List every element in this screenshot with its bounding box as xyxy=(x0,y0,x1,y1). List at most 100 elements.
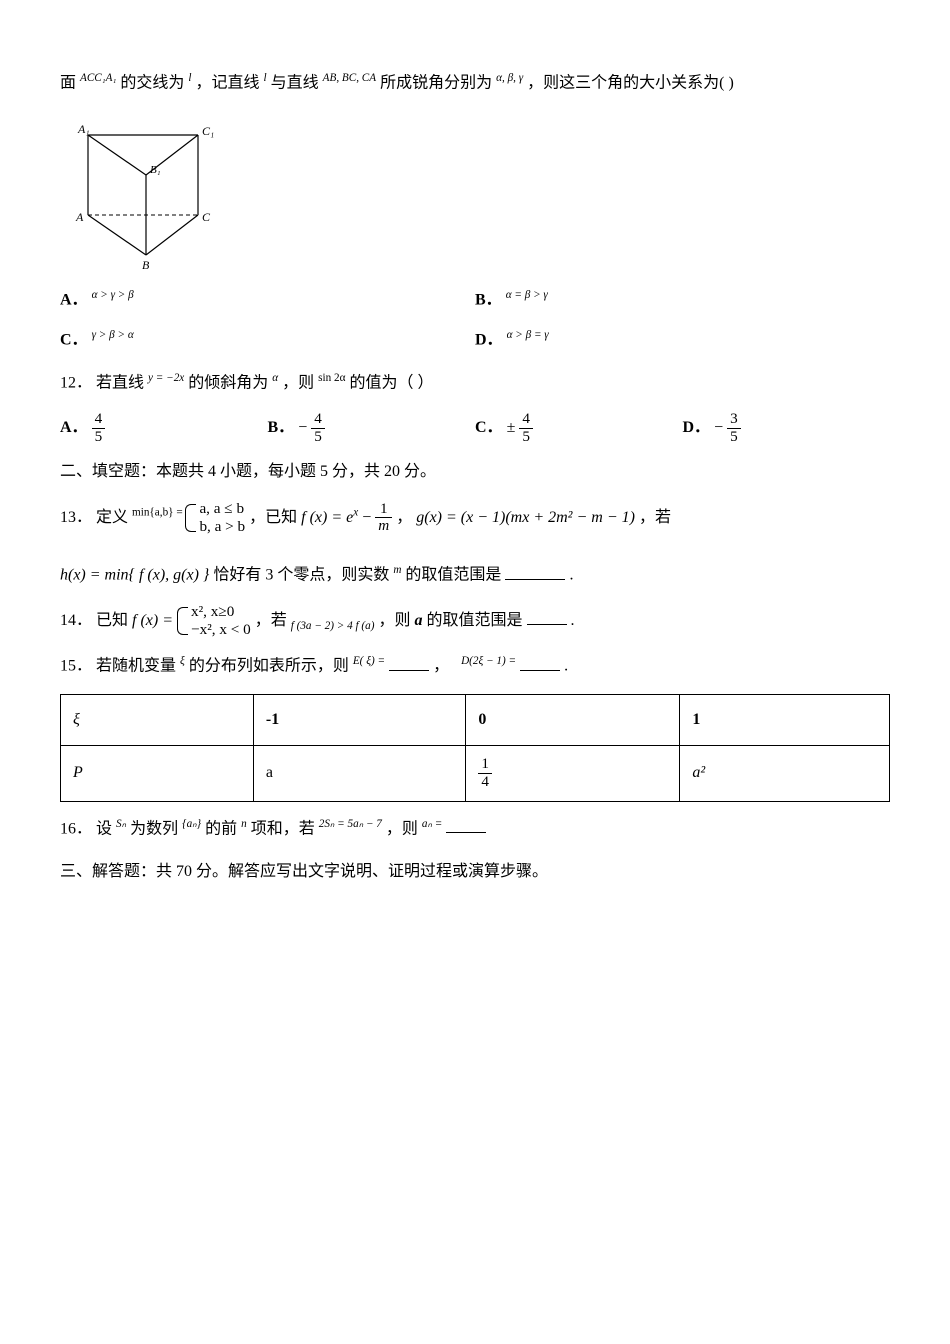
sign: − xyxy=(714,419,723,436)
gx: g(x) = (x − 1)(mx + 2m² − m − 1) xyxy=(416,509,635,526)
brace: x², x≥0 −x², x < 0 xyxy=(177,603,251,639)
sign: ± xyxy=(507,419,516,436)
hx: h(x) = min{ f (x), g(x) } xyxy=(60,567,209,584)
E: E( ξ) = xyxy=(353,655,385,667)
text: 面 xyxy=(60,74,76,91)
opt-label: C． xyxy=(475,419,503,436)
cell: 0 xyxy=(466,695,680,746)
alpha: α xyxy=(272,372,278,384)
table-row: ξ -1 0 1 xyxy=(61,695,890,746)
q11-optA: A． α > γ > β xyxy=(60,285,475,316)
qnum: 12． xyxy=(60,374,92,391)
label-B: B xyxy=(142,258,150,272)
fx-b: − xyxy=(358,509,375,526)
text: ，若 xyxy=(639,509,671,526)
text: ， xyxy=(433,658,449,675)
expr: AB, BC, CA xyxy=(323,72,376,84)
q12-options: A． 4 5 B． − 4 5 C． ± 4 5 D． − 3 5 xyxy=(60,411,890,445)
text: 恰好有 3 个零点，则实数 xyxy=(213,567,389,584)
opt-label: A． xyxy=(60,291,88,308)
text: 的倾斜角为 xyxy=(188,374,268,391)
q11-optC: C． γ > β > α xyxy=(60,325,475,356)
text: ，若 xyxy=(255,612,287,629)
text: 的取值范围是 xyxy=(405,567,501,584)
opt-expr: γ > β > α xyxy=(92,329,134,341)
blank xyxy=(505,564,565,580)
opt-expr: α > γ > β xyxy=(92,289,134,301)
text: 的取值范围是 xyxy=(426,612,522,629)
cell: 1 xyxy=(680,695,890,746)
an: {aₙ} xyxy=(182,818,201,830)
xi: ξ xyxy=(180,655,185,667)
blank xyxy=(527,609,567,625)
q12-text: 12． 若直线 y = −2x 的倾斜角为 α ，则 sin 2α 的值为（ ） xyxy=(60,368,890,399)
q12-optD: D． − 3 5 xyxy=(683,411,891,445)
text: 设 xyxy=(96,820,112,837)
q12-optB: B． − 4 5 xyxy=(268,411,476,445)
opt-expr: α > β = γ xyxy=(507,329,549,341)
an2: aₙ = xyxy=(422,818,442,830)
frac: 4 5 xyxy=(92,411,106,445)
text: 项和，若 xyxy=(251,820,315,837)
fx-pre: f (x) = xyxy=(132,612,177,629)
q13-line1: 13． 定义 min{a,b} = a, a ≤ b b, a > b ，已知 … xyxy=(60,500,890,536)
frac: 4 5 xyxy=(519,411,533,445)
text: 已知 xyxy=(96,612,128,629)
angles: α, β, γ xyxy=(496,72,523,84)
text: 的值为（ ） xyxy=(349,374,433,391)
eq: y = −2x xyxy=(148,372,184,384)
cell: a² xyxy=(680,746,890,801)
q12-optC: C． ± 4 5 xyxy=(475,411,683,445)
text: 的分布列如表所示，则 xyxy=(189,658,349,675)
qnum: 15． xyxy=(60,658,92,675)
opt-label: A． xyxy=(60,419,88,436)
text: 的前 xyxy=(205,820,237,837)
var-l: l xyxy=(188,72,191,84)
text: ，则这三个角的大小关系为( ) xyxy=(527,74,734,91)
period: . xyxy=(571,612,575,629)
text: ，则 xyxy=(282,374,314,391)
frac: 1 4 xyxy=(478,756,492,790)
text: 若直线 xyxy=(96,374,144,391)
opt-label: D． xyxy=(683,419,711,436)
q12-optA: A． 4 5 xyxy=(60,411,268,445)
opt-expr: α = β > γ xyxy=(506,289,548,301)
text: 与直线 xyxy=(271,74,319,91)
opt-label: B． xyxy=(268,419,295,436)
q11-options-row2: C． γ > β > α D． α > β = γ xyxy=(60,325,890,356)
cell-xi: ξ xyxy=(61,695,254,746)
q11-text: 面 ACC₁A₁ 的交线为 l ，记直线 l 与直线 AB, BC, CA 所成… xyxy=(60,68,890,99)
frac: 4 5 xyxy=(311,411,325,445)
q14-text: 14． 已知 f (x) = x², x≥0 −x², x < 0 ，若 f (… xyxy=(60,603,890,639)
brace: a, a ≤ b b, a > b xyxy=(185,500,245,536)
n: n xyxy=(241,818,247,830)
cell: -1 xyxy=(253,695,466,746)
q11-options-row1: A． α > γ > β B． α = β > γ xyxy=(60,285,890,316)
frac: 1m xyxy=(375,501,392,535)
text: 的交线为 xyxy=(120,74,184,91)
text: 所成锐角分别为 xyxy=(380,74,492,91)
table-row: P a 1 4 a² xyxy=(61,746,890,801)
text: ，已知 xyxy=(249,509,297,526)
blank xyxy=(446,817,486,833)
sin2a: sin 2α xyxy=(318,372,345,384)
text: ，则 xyxy=(386,820,418,837)
var-l: l xyxy=(264,72,267,84)
q13-line2: h(x) = min{ f (x), g(x) } 恰好有 3 个零点，则实数 … xyxy=(60,560,890,591)
text: 为数列 xyxy=(130,820,178,837)
m: m xyxy=(393,564,401,576)
qnum: 16． xyxy=(60,820,92,837)
cell: 1 4 xyxy=(466,746,680,801)
min-expr: min{a,b} = xyxy=(132,506,185,518)
qnum: 14． xyxy=(60,612,92,629)
opt-label: B． xyxy=(475,291,502,308)
q11-optD: D． α > β = γ xyxy=(475,325,890,356)
text: 若随机变量 xyxy=(96,658,176,675)
text: ， xyxy=(396,509,412,526)
a: a xyxy=(414,612,422,629)
blank xyxy=(520,655,560,671)
label-C: C xyxy=(202,210,211,224)
qnum: 13． xyxy=(60,509,92,526)
period: . xyxy=(569,567,573,584)
label-C1: C₁ xyxy=(202,124,214,138)
